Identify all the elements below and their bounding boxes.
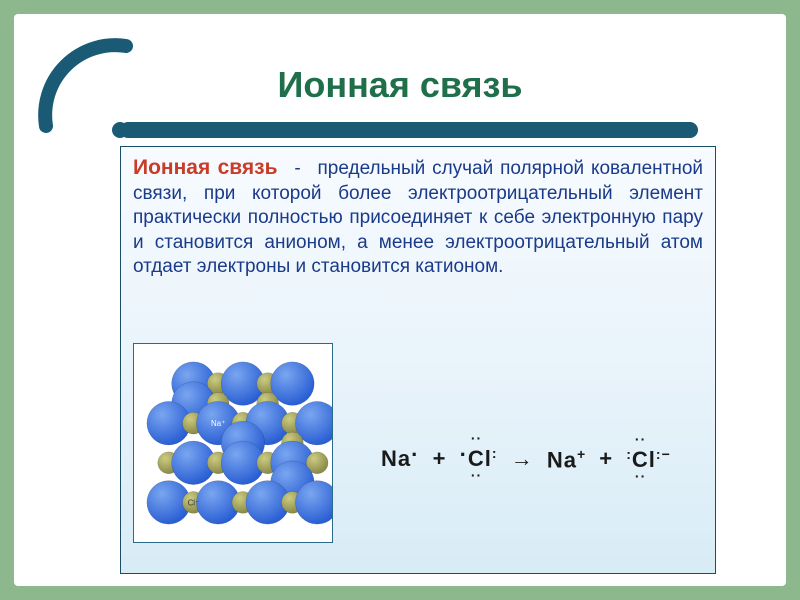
definition-term: Ионная связь [133,156,278,179]
eq-na-cation: Na+ [547,446,586,473]
svg-text:Na⁺: Na⁺ [211,419,225,428]
crystal-lattice-figure: Na⁺ Cl⁻ [133,343,333,543]
divider-bar [120,122,698,138]
svg-text:Cl⁻: Cl⁻ [188,498,200,507]
definition-dash: - [294,158,300,179]
divider-cap [112,122,128,138]
crystal-svg: Na⁺ Cl⁻ [134,344,332,542]
eq-arrow: → [511,446,534,472]
eq-plus-2: + [599,446,613,472]
ionic-equation: Na· + ···Cl··: → Na+ + :··Cl··:− [381,445,671,473]
eq-na-atom: Na· [381,446,419,472]
eq-cl-atom: ···Cl··: [460,446,498,472]
slide-canvas: Ионная связь Ионная связь - предельный с… [14,14,786,586]
definition-text: Ионная связь - предельный случай полярно… [133,155,703,279]
eq-cl-anion: :··Cl··:− [626,446,671,473]
title-text: Ионная связь [277,64,522,105]
content-panel: Ионная связь - предельный случай полярно… [120,146,716,574]
eq-plus-1: + [433,446,447,472]
title-divider [120,122,698,138]
page-title: Ионная связь [14,64,786,106]
